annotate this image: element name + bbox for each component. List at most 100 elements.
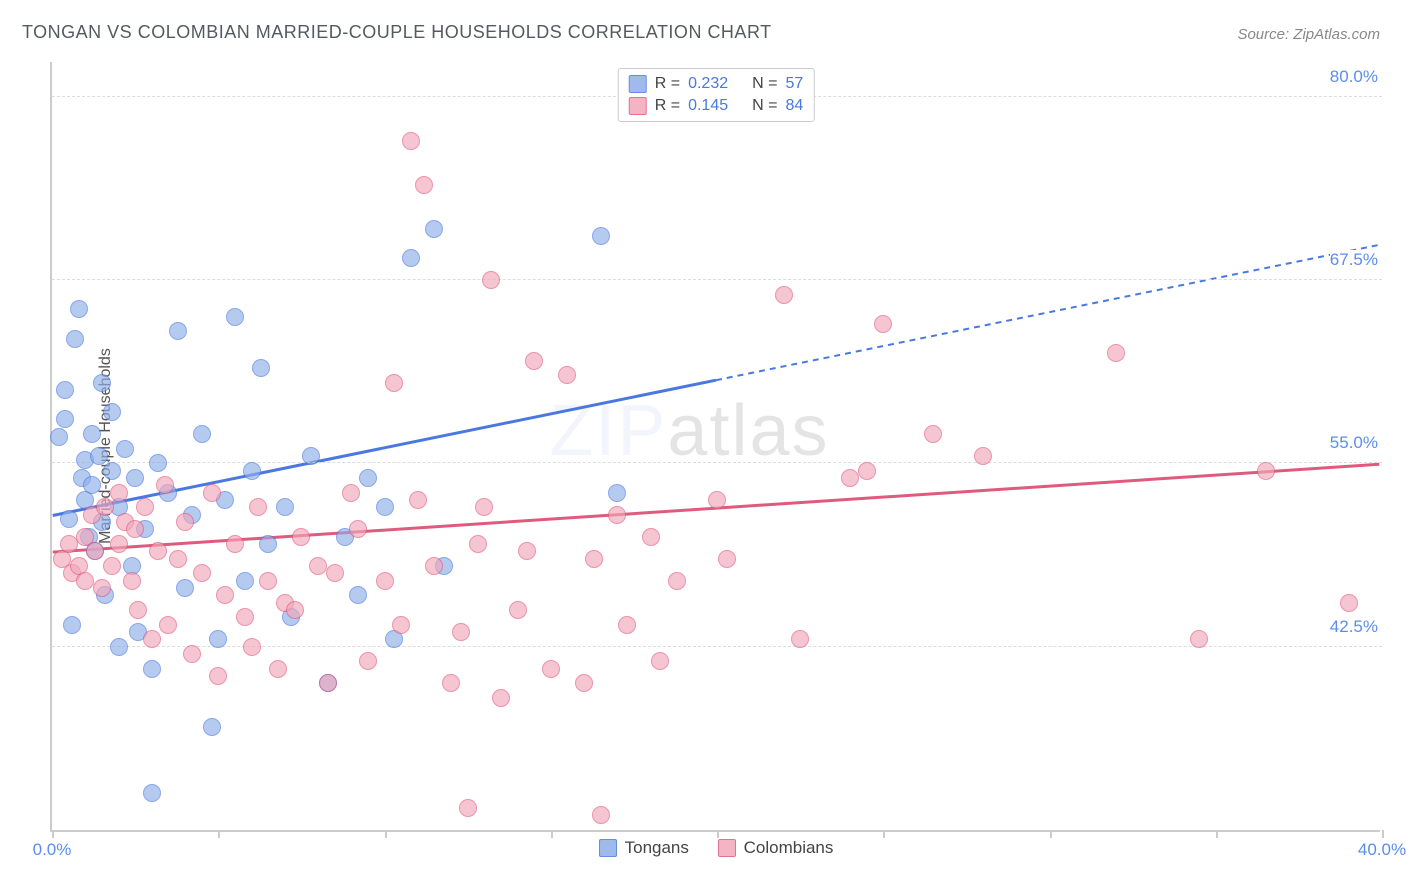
data-point [236, 572, 254, 590]
ytick-label: 55.0% [1330, 433, 1382, 453]
data-point [83, 425, 101, 443]
data-point [136, 498, 154, 516]
swatch-bottom-colombians-icon [718, 839, 736, 857]
xtick [883, 830, 885, 838]
data-point [292, 528, 310, 546]
data-point [236, 608, 254, 626]
data-point [425, 557, 443, 575]
data-point [415, 176, 433, 194]
data-point [116, 440, 134, 458]
data-point [149, 542, 167, 560]
data-point [392, 616, 410, 634]
data-point [452, 623, 470, 641]
data-point [349, 586, 367, 604]
data-point [342, 484, 360, 502]
xtick [385, 830, 387, 838]
data-point [183, 645, 201, 663]
data-point [974, 447, 992, 465]
xtick [551, 830, 553, 838]
data-point [169, 550, 187, 568]
data-point [542, 660, 560, 678]
data-point [286, 601, 304, 619]
data-point [143, 784, 161, 802]
data-point [123, 572, 141, 590]
chart-title: TONGAN VS COLOMBIAN MARRIED-COUPLE HOUSE… [22, 22, 772, 43]
data-point [558, 366, 576, 384]
data-point [459, 799, 477, 817]
data-point [482, 271, 500, 289]
data-point [651, 652, 669, 670]
ytick-label: 67.5% [1330, 250, 1382, 270]
data-point [126, 469, 144, 487]
xtick [1382, 830, 1384, 838]
data-point [176, 579, 194, 597]
regression-lines [52, 62, 1380, 830]
ytick-label: 42.5% [1330, 617, 1382, 637]
data-point [791, 630, 809, 648]
data-point [618, 616, 636, 634]
data-point [1107, 344, 1125, 362]
plot-area: ZIPatlas R = 0.232 N = 57 R = 0.145 N = … [50, 62, 1380, 832]
data-point [86, 542, 104, 560]
swatch-tongans [629, 75, 647, 93]
data-point [60, 535, 78, 553]
data-point [924, 425, 942, 443]
data-point [385, 374, 403, 392]
legend-top: R = 0.232 N = 57 R = 0.145 N = 84 [618, 68, 815, 122]
data-point [469, 535, 487, 553]
data-point [492, 689, 510, 707]
data-point [203, 718, 221, 736]
data-point [103, 462, 121, 480]
xtick-label: 40.0% [1358, 840, 1406, 860]
data-point [575, 674, 593, 692]
data-point [518, 542, 536, 560]
data-point [252, 359, 270, 377]
data-point [96, 498, 114, 516]
data-point [243, 638, 261, 656]
data-point [608, 484, 626, 502]
data-point [775, 286, 793, 304]
source-label: Source: ZipAtlas.com [1237, 26, 1380, 43]
data-point [50, 428, 68, 446]
data-point [259, 535, 277, 553]
data-point [193, 425, 211, 443]
data-point [90, 447, 108, 465]
data-point [1257, 462, 1275, 480]
data-point [1190, 630, 1208, 648]
legend-row-colombians: R = 0.145 N = 84 [629, 95, 804, 117]
legend-item-colombians: Colombians [718, 838, 834, 858]
data-point [66, 330, 84, 348]
data-point [475, 498, 493, 516]
data-point [1340, 594, 1358, 612]
data-point [402, 249, 420, 267]
data-point [276, 498, 294, 516]
data-point [56, 381, 74, 399]
xtick [52, 830, 54, 838]
data-point [376, 498, 394, 516]
data-point [83, 476, 101, 494]
swatch-colombians [629, 97, 647, 115]
data-point [110, 638, 128, 656]
data-point [402, 132, 420, 150]
data-point [442, 674, 460, 692]
data-point [718, 550, 736, 568]
data-point [93, 579, 111, 597]
data-point [249, 498, 267, 516]
data-point [858, 462, 876, 480]
data-point [309, 557, 327, 575]
data-point [302, 447, 320, 465]
data-point [874, 315, 892, 333]
data-point [226, 308, 244, 326]
data-point [193, 564, 211, 582]
data-point [409, 491, 427, 509]
data-point [60, 510, 78, 528]
data-point [129, 601, 147, 619]
data-point [103, 557, 121, 575]
data-point [708, 491, 726, 509]
data-point [425, 220, 443, 238]
data-point [841, 469, 859, 487]
data-point [103, 403, 121, 421]
data-point [209, 630, 227, 648]
data-point [585, 550, 603, 568]
data-point [76, 572, 94, 590]
